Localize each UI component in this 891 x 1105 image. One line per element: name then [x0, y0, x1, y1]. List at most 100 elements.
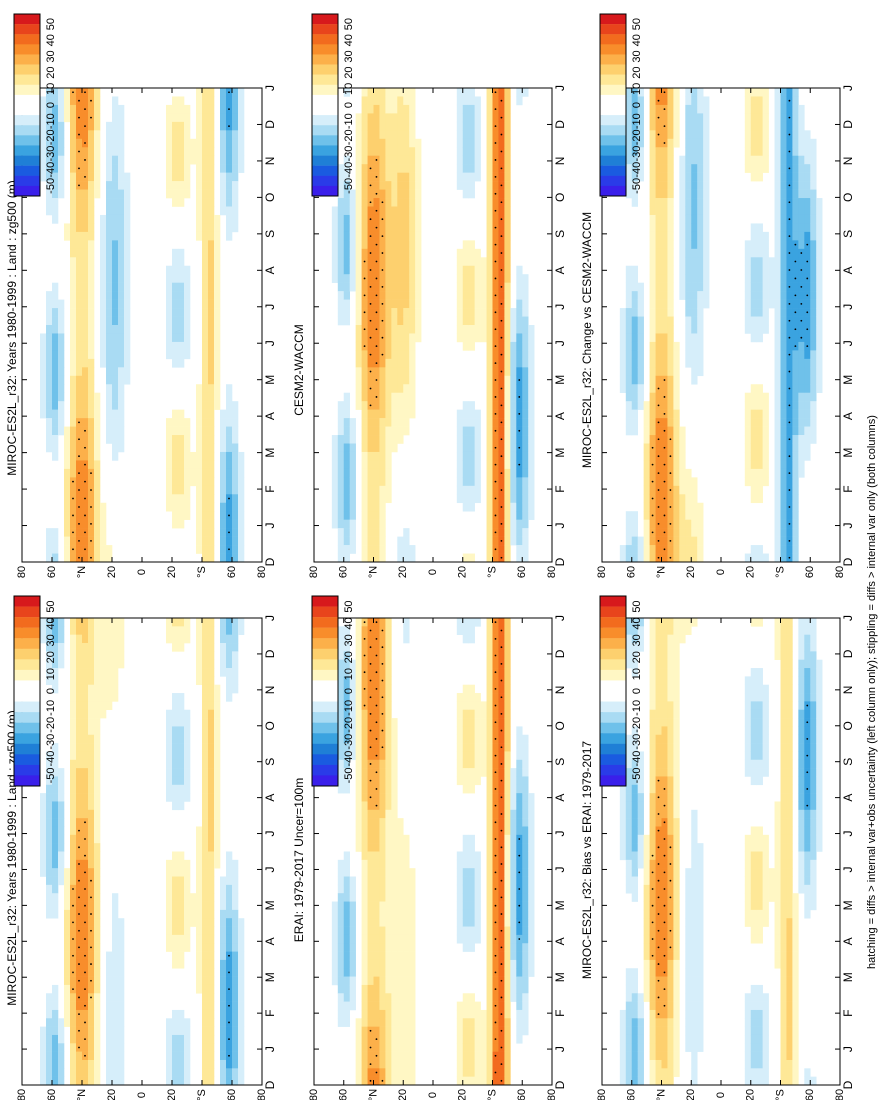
stipple-dot — [84, 176, 86, 178]
month-tick-label: J — [263, 866, 277, 872]
heatmap-cell — [391, 207, 397, 216]
heatmap-cell — [58, 393, 64, 402]
heatmap-cell — [481, 760, 487, 769]
heatmap-cell — [409, 1027, 415, 1036]
heatmap-cell — [344, 545, 350, 554]
heatmap-cell — [226, 113, 232, 122]
stipple-dot — [90, 980, 92, 982]
heatmap-cell — [76, 207, 82, 216]
colorbar-swatch — [312, 596, 338, 607]
heatmap-cell — [238, 511, 244, 520]
heatmap-cell — [112, 384, 118, 393]
latitude-tick-label: 80 — [546, 1089, 558, 1100]
heatmap-cell — [487, 735, 493, 744]
heatmap-cell — [220, 618, 226, 627]
heatmap-cell — [52, 401, 58, 410]
heatmap-cell — [88, 693, 94, 702]
heatmap-cell — [82, 554, 88, 563]
stipple-dot — [72, 91, 74, 93]
heatmap-cell — [362, 317, 368, 326]
stipple-dot — [370, 252, 372, 254]
heatmap-cell — [64, 444, 70, 453]
heatmap-cell — [226, 877, 232, 886]
heatmap-cell — [504, 1077, 510, 1086]
heatmap-cell — [118, 626, 124, 635]
month-tick-label: J — [263, 304, 277, 310]
heatmap-cell — [415, 232, 421, 241]
heatmap-cell — [498, 618, 504, 627]
heatmap-cell — [391, 393, 397, 402]
heatmap-cell — [100, 300, 106, 309]
heatmap-cell — [403, 960, 409, 969]
heatmap-cell — [238, 113, 244, 122]
stipple-dot — [382, 1080, 384, 1082]
heatmap-cell — [350, 503, 356, 512]
heatmap-cell — [70, 359, 76, 368]
heatmap-cell — [46, 835, 52, 844]
heatmap-cell — [487, 537, 493, 546]
heatmap-cell — [344, 554, 350, 563]
heatmap-cell — [70, 977, 76, 986]
heatmap-cell — [522, 88, 528, 97]
heatmap-cell — [232, 494, 238, 503]
stipple-dot — [495, 1005, 497, 1007]
heatmap-cell — [463, 410, 469, 419]
heatmap-cell — [397, 1060, 403, 1069]
heatmap-cell — [208, 826, 214, 835]
heatmap-cell — [469, 342, 475, 351]
heatmap-cell — [202, 1077, 208, 1086]
heatmap-cell — [52, 1010, 58, 1019]
heatmap-cell — [202, 893, 208, 902]
stipple-dot — [495, 142, 497, 144]
heatmap-cell — [415, 257, 421, 266]
heatmap-cell — [463, 418, 469, 427]
heatmap-cell — [487, 968, 493, 977]
heatmap-cell — [124, 376, 130, 385]
heatmap-cell — [504, 635, 510, 644]
heatmap-cell — [385, 1077, 391, 1086]
heatmap-cell — [457, 743, 463, 752]
heatmap-cell — [344, 927, 350, 936]
heatmap-cell — [94, 960, 100, 969]
heatmap-cell — [522, 308, 528, 317]
heatmap-cell — [510, 868, 516, 877]
heatmap-cell — [94, 164, 100, 173]
heatmap-cell — [409, 342, 415, 351]
heatmap-cell — [493, 283, 499, 292]
heatmap-cell — [391, 139, 397, 148]
heatmap-cell — [232, 860, 238, 869]
heatmap-cell — [504, 1068, 510, 1077]
heatmap-cell — [232, 985, 238, 994]
heatmap-cell — [46, 1068, 52, 1077]
heatmap-cell — [379, 325, 385, 334]
heatmap-cell — [498, 122, 504, 131]
heatmap-cell — [214, 726, 220, 735]
heatmap-cell — [106, 554, 112, 563]
heatmap-cell — [94, 660, 100, 669]
colorbar-swatch — [312, 649, 338, 660]
heatmap-cell — [184, 927, 190, 936]
heatmap-cell — [397, 1018, 403, 1027]
stipple-dot — [382, 630, 384, 632]
heatmap-cell — [516, 751, 522, 760]
heatmap-cell — [238, 935, 244, 944]
heatmap-cell — [112, 1010, 118, 1019]
stipple-dot — [78, 896, 80, 898]
heatmap-cell — [504, 626, 510, 635]
heatmap-cell — [88, 726, 94, 735]
heatmap-cell — [522, 852, 528, 861]
heatmap-cell — [463, 902, 469, 911]
colorbar-swatch — [312, 156, 338, 166]
heatmap-cell — [403, 554, 409, 563]
heatmap-cell — [76, 308, 82, 317]
heatmap-cell — [82, 910, 88, 919]
heatmap-cell — [379, 1060, 385, 1069]
heatmap-cell — [487, 283, 493, 292]
heatmap-cell — [88, 952, 94, 961]
heatmap-cell — [516, 96, 522, 105]
heatmap-cell — [94, 676, 100, 685]
heatmap-cell — [106, 635, 112, 644]
heatmap-cell — [344, 317, 350, 326]
heatmap-cell — [475, 283, 481, 292]
heatmap-cell — [64, 968, 70, 977]
